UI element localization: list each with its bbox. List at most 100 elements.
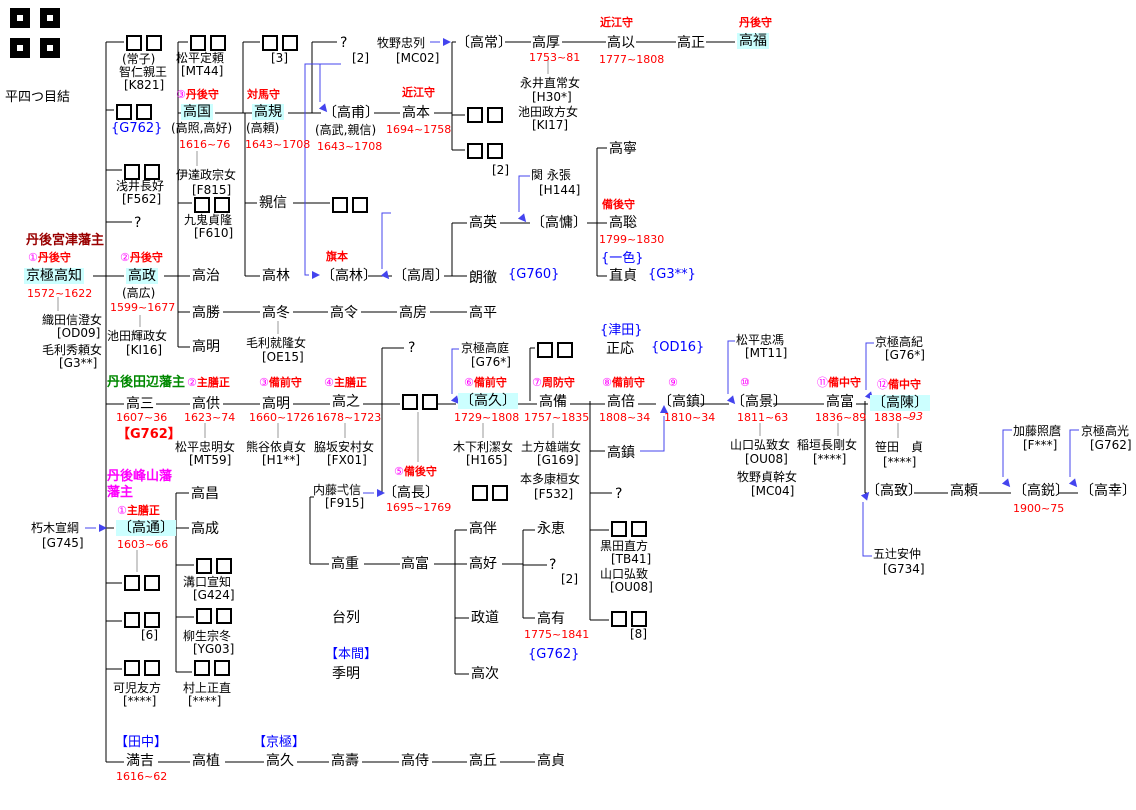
branch-header: 丹後田辺藩主 (107, 375, 186, 390)
family-ref-link[interactable]: {一色} (601, 251, 644, 266)
family-ref-link[interactable]: {G762} (111, 121, 163, 136)
unnamed-daughter-mark (190, 35, 226, 51)
date-range: 1603~66 (117, 538, 169, 551)
date-range: 1678~1723 (316, 411, 382, 424)
person-name: 高本 (402, 105, 430, 121)
square-glyph (332, 197, 348, 213)
square-glyph (216, 608, 232, 624)
date-range: 1775~1841 (524, 628, 590, 641)
person-name: 高三 (126, 396, 154, 412)
office-title: ⑪備中守 (817, 376, 861, 389)
office-title: 備後守 (602, 198, 635, 211)
person-name-highlighted: 京極高知 (24, 268, 84, 285)
annotation-label: [H1**] (262, 453, 301, 467)
person-name: 高明 (192, 339, 220, 355)
date-range: 1643~1708 (317, 140, 383, 153)
adoption-arrowhead-icon (377, 489, 385, 497)
annotation-label: [FX01] (327, 453, 367, 467)
annotation-label: 池田輝政女 (107, 329, 168, 343)
branch-header: 丹後峰山藩 (107, 469, 173, 484)
person-name: 政道 (471, 610, 499, 626)
person-name: 〔高林〕 (321, 268, 377, 284)
person-name: 高聡 (609, 215, 637, 231)
person-name: 高伴 (469, 521, 497, 537)
annotation-label: [KI16] (126, 343, 163, 357)
person-name-highlighted: 〔高通〕 (116, 520, 176, 537)
adoption-line (381, 212, 391, 269)
person-name: 高冬 (262, 305, 290, 321)
person-name: 〔高幸〕 (1080, 483, 1136, 499)
annotation-label: 京極高庭 (461, 341, 510, 355)
family-ref-link[interactable]: 【本間】 (325, 647, 378, 662)
annotation-label: 山口弘致女 (730, 438, 791, 452)
unnamed-daughter-mark (472, 485, 508, 501)
annotation-label: 関 永張 (531, 168, 571, 182)
adoption-line (865, 342, 874, 390)
office-title: 近江守 (600, 16, 633, 29)
office-title: ③備前守 (259, 376, 302, 389)
square-glyph (631, 611, 647, 627)
person-name: 高有 (537, 611, 565, 627)
office-title: ①丹後守 (28, 251, 71, 264)
date-range: 1616~62 (116, 770, 168, 783)
annotation-label: 牧野貞幹女 (737, 470, 798, 484)
annotation-label: [6] (141, 628, 158, 642)
square-glyph (487, 107, 503, 123)
office-title: ⑥備前守 (464, 376, 507, 389)
annotation-label: 溝口宣知 (183, 575, 232, 589)
person-name-highlighted: 高政 (126, 268, 158, 285)
square-glyph (144, 660, 160, 676)
date-range: 1695~1769 (386, 501, 452, 514)
person-name: 高倍 (607, 394, 635, 410)
annotation-label: [2] (492, 163, 509, 177)
date-range: 1757~1835 (524, 411, 590, 424)
branch-header: 丹後宮津藩主 (26, 233, 105, 248)
date-range: 93 (909, 410, 923, 423)
adoption-arrowhead-icon (517, 213, 527, 223)
person-name: 高久 (266, 753, 294, 769)
family-ref-link[interactable]: {G3**} (648, 267, 696, 282)
annotation-label: [G424] (193, 588, 235, 602)
person-name: 高植 (192, 753, 220, 769)
family-ref-link[interactable]: {G762} (528, 647, 580, 662)
annotation-label: [F610] (194, 226, 234, 240)
family-ref-link[interactable]: {津田} (600, 323, 643, 338)
square-glyph (467, 143, 483, 159)
annotation-label: [F915] (325, 496, 365, 510)
adoption-arrowhead-icon (1001, 478, 1011, 488)
person-name: 高次 (471, 666, 499, 682)
annotation-label: [OU08] (610, 580, 653, 594)
family-ref-link[interactable]: 【京極】 (253, 735, 306, 750)
adoption-arrowhead-icon (318, 103, 328, 113)
date-range: 1810~34 (664, 411, 716, 424)
person-name: 〔高鋭〕 (1013, 483, 1069, 499)
unnamed-daughter-mark (124, 612, 160, 628)
square-glyph (124, 164, 140, 180)
person-name: 高侍 (401, 753, 429, 769)
person-name: 高林 (262, 268, 290, 284)
square-glyph (196, 558, 212, 574)
annotation-label: [G734] (883, 562, 925, 576)
annotation-label: [MT11] (745, 346, 788, 360)
family-ref-link[interactable]: 【田中】 (115, 735, 168, 750)
square-glyph (144, 575, 160, 591)
family-ref-link[interactable]: {OD16} (651, 340, 705, 355)
person-name: 高房 (399, 305, 427, 321)
person-name: 高明 (262, 396, 290, 412)
square-glyph (194, 660, 210, 676)
annotation-label: 毛利就隆女 (246, 336, 307, 350)
family-ref[interactable]: 【G762】 (117, 427, 181, 442)
annotation-label: [YG03] (193, 642, 235, 656)
annotation-label: 伊達政宗女 (176, 168, 237, 182)
annotation-label: 可児友方 (113, 681, 162, 695)
annotation-label: [MC02] (396, 51, 440, 65)
annotation-label: 笹田 貞 (875, 440, 924, 454)
square-glyph (216, 558, 232, 574)
family-ref-link[interactable]: {G760} (508, 267, 560, 282)
square-glyph (196, 608, 212, 624)
office-title: ②丹後守 (120, 251, 163, 264)
annotation-label: [G76*] (885, 348, 925, 362)
date-range: 1836~89 (815, 411, 867, 424)
person-name: 高好 (469, 556, 497, 572)
